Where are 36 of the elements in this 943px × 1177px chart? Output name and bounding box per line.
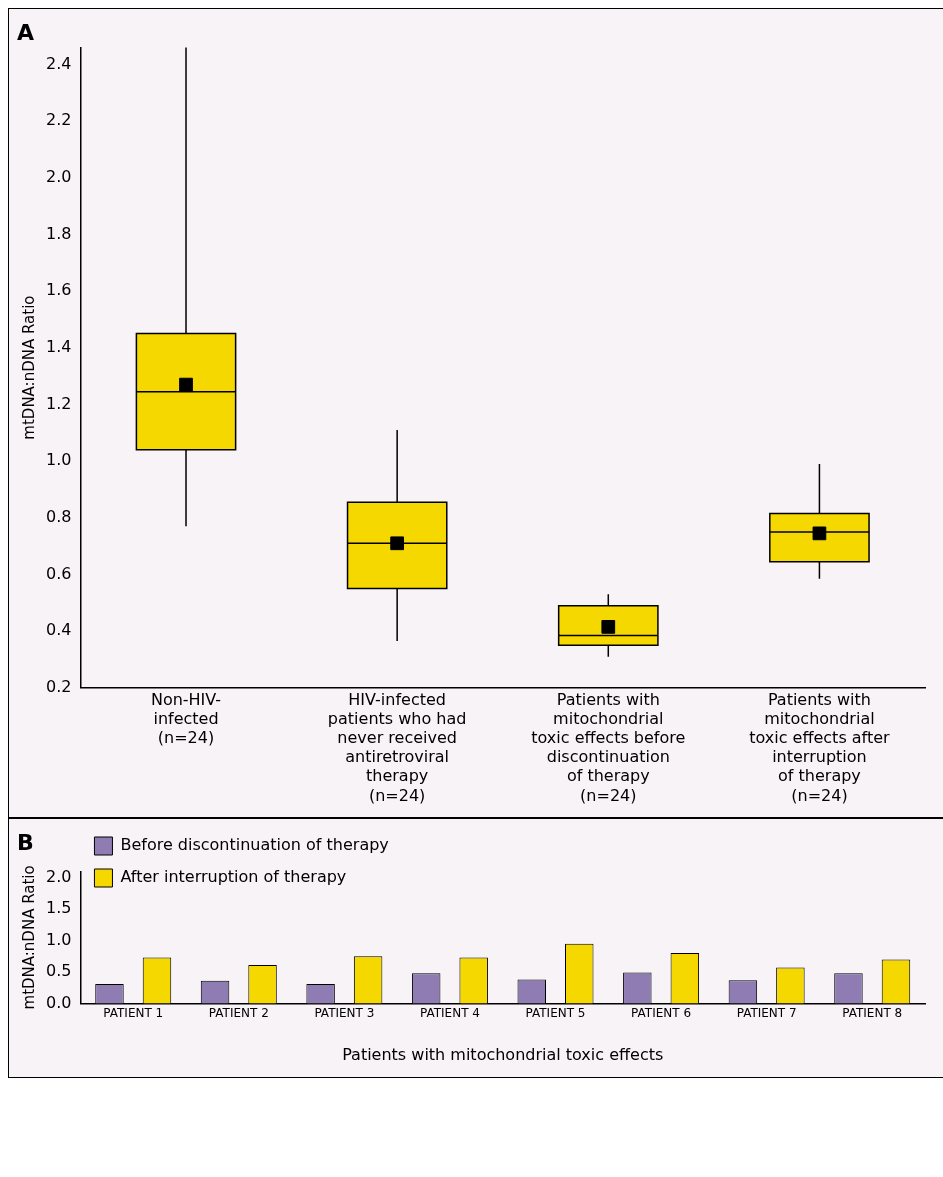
legend-label: After interruption of therapy <box>120 867 347 887</box>
y-tick-label: 0.8 <box>45 506 72 526</box>
x-tick-label: PATIENT 4 <box>419 1005 480 1020</box>
y-tick-label: 0.4 <box>45 620 72 640</box>
y-tick-label: 1.0 <box>45 450 72 470</box>
y-tick-label: 0.6 <box>45 563 72 583</box>
x-tick-label: HIV-infected patients who had never received antiretroviral therapy (n=24) <box>327 689 467 805</box>
y-tick-label: 2.0 <box>45 166 72 186</box>
x-tick-label: Patients with mitochondrial toxic effects after interruption of therapy (n=24) <box>749 689 891 805</box>
y-axis-title: mtDNA:nDNA Ratio <box>19 865 38 1010</box>
chart-title: A <box>17 19 35 45</box>
chart-title: B <box>17 829 34 855</box>
x-tick-label: PATIENT 3 <box>314 1005 375 1020</box>
x-tick-label: PATIENT 8 <box>842 1005 903 1020</box>
x-tick-label: PATIENT 1 <box>103 1005 164 1020</box>
x-axis-title: Patients with mitochondrial toxic effects <box>342 1044 664 1064</box>
y-tick-label: 2.2 <box>45 110 72 130</box>
y-tick-label: 2.4 <box>45 53 72 73</box>
y-axis-title: mtDNA:nDNA Ratio <box>19 295 38 440</box>
y-tick-label: 0.0 <box>45 992 72 1012</box>
x-tick-label: PATIENT 2 <box>208 1005 269 1020</box>
y-tick-label: 1.4 <box>45 336 72 356</box>
x-tick-label: PATIENT 6 <box>631 1005 692 1020</box>
x-tick-label: Patients with mitochondrial toxic effects before discontinuation of therapy (n=24) <box>531 689 686 805</box>
y-tick-label: 0.5 <box>45 961 72 981</box>
y-tick-label: 1.8 <box>45 223 72 243</box>
y-tick-label: 0.2 <box>45 676 72 696</box>
legend-label: Before discontinuation of therapy <box>120 835 389 855</box>
y-tick-label: 1.5 <box>45 898 72 918</box>
x-tick-label: PATIENT 7 <box>736 1005 797 1020</box>
y-tick-label: 2.0 <box>45 866 72 886</box>
x-tick-label: PATIENT 5 <box>525 1005 586 1020</box>
y-tick-label: 1.2 <box>45 393 72 413</box>
y-tick-label: 1.0 <box>45 929 72 949</box>
x-tick-label: Non-HIV- infected (n=24) <box>150 689 222 747</box>
y-tick-label: 1.6 <box>45 280 72 300</box>
